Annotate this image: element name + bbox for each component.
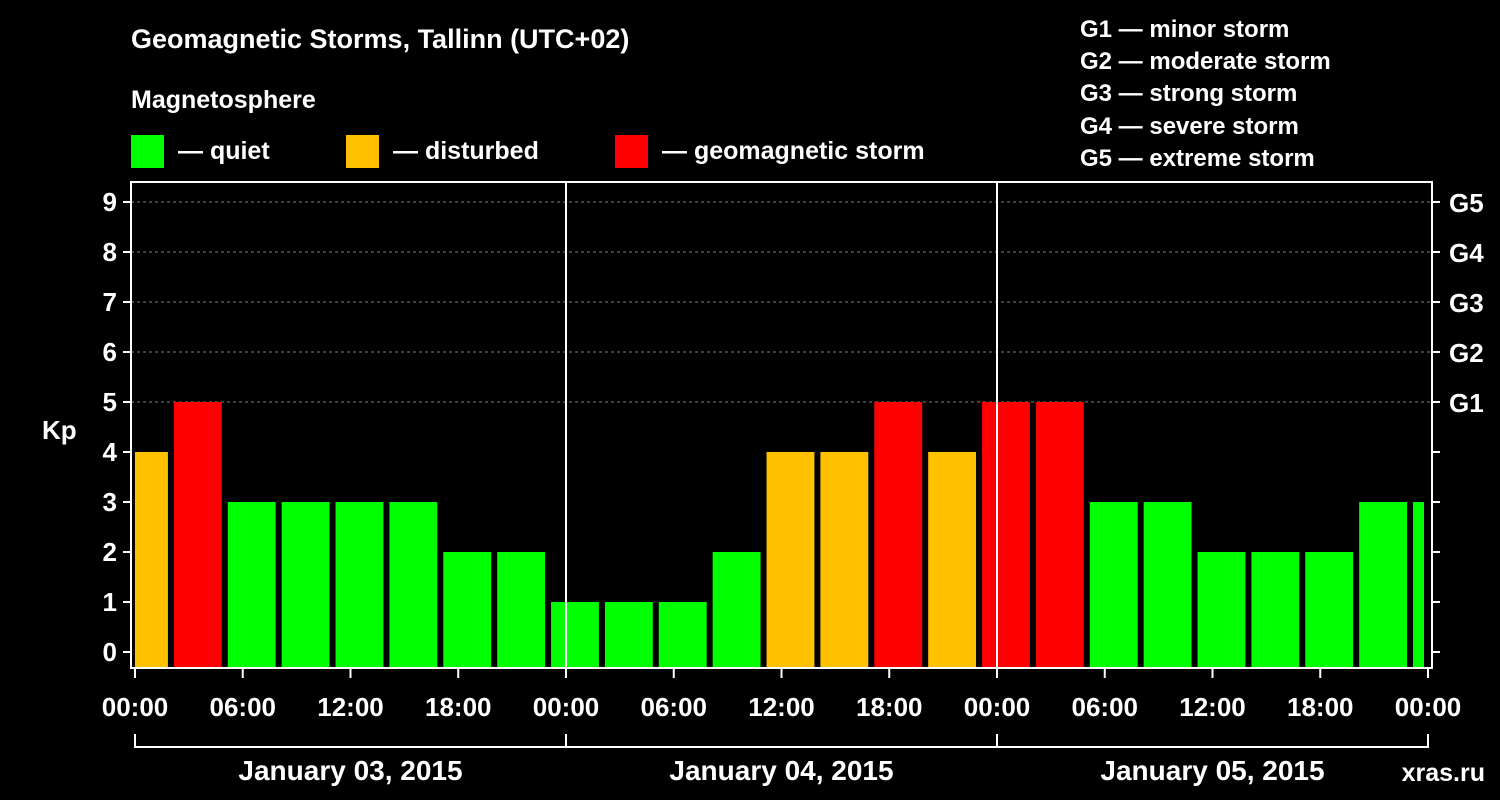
bar-11 <box>712 552 761 668</box>
x-tick-label-10: 12:00 <box>1179 692 1246 722</box>
bar-6 <box>443 552 492 668</box>
bar-8 <box>551 602 599 668</box>
bar-19 <box>1143 502 1192 668</box>
day-label-2: January 05, 2015 <box>1100 755 1324 786</box>
bar-17 <box>1035 402 1084 668</box>
y-tick-label-9: 9 <box>103 187 117 217</box>
x-tick-label-11: 18:00 <box>1287 692 1354 722</box>
bar-9 <box>604 602 653 668</box>
x-tick-label-7: 18:00 <box>856 692 923 722</box>
bar-1 <box>173 402 222 668</box>
right-axis-label-G2: G2 <box>1449 338 1484 368</box>
y-tick-label-6: 6 <box>103 337 117 367</box>
legend-item-storm: — geomagnetic storm <box>615 134 925 168</box>
bar-13 <box>820 452 869 668</box>
bar-23 <box>1359 502 1408 668</box>
y-tick-label-4: 4 <box>103 437 118 467</box>
legend-swatch-quiet <box>131 134 164 168</box>
bar-16 <box>982 402 1030 668</box>
x-tick-label-5: 06:00 <box>641 692 708 722</box>
y-axis-label: Kp <box>42 415 77 445</box>
y-tick-label-3: 3 <box>103 487 117 517</box>
x-tick-label-0: 00:00 <box>102 692 169 722</box>
right-axis-label-G3: G3 <box>1449 288 1484 318</box>
g-scale-item-g1: G1 — minor storm <box>1080 16 1290 43</box>
bar-10 <box>658 602 707 668</box>
g-scale-item-g3: G3 — strong storm <box>1080 80 1298 108</box>
y-tick-label-2: 2 <box>103 537 117 567</box>
g-scale-item-g4: G4 — severe storm <box>1080 112 1299 140</box>
g-scale-item-g2: G2 — moderate storm <box>1080 48 1331 76</box>
legend-subtitle: Magnetosphere <box>131 86 316 114</box>
right-axis-label-G1: G1 <box>1449 388 1484 418</box>
legend-swatch-storm <box>615 134 648 168</box>
x-tick-label-3: 18:00 <box>425 692 492 722</box>
y-tick-label-8: 8 <box>103 237 117 267</box>
bar-12 <box>766 452 815 668</box>
x-tick-label-9: 06:00 <box>1072 692 1139 722</box>
legend-item-quiet: — quiet <box>131 134 270 168</box>
bar-0 <box>135 452 168 668</box>
legend-swatch-disturbed <box>346 134 379 168</box>
bar-3 <box>281 502 330 668</box>
bar-22 <box>1305 552 1354 668</box>
bar-2 <box>227 502 276 668</box>
x-tick-label-2: 12:00 <box>317 692 384 722</box>
legend-label-storm: — geomagnetic storm <box>662 136 925 165</box>
bar-15 <box>928 452 977 668</box>
bar-14 <box>874 402 923 668</box>
bar-4 <box>335 502 384 668</box>
y-tick-label-1: 1 <box>103 587 117 617</box>
x-tick-label-6: 12:00 <box>748 692 815 722</box>
x-tick-label-8: 00:00 <box>964 692 1031 722</box>
legend-item-disturbed: — disturbed <box>346 134 539 168</box>
y-tick-label-0: 0 <box>103 637 117 667</box>
day-label-1: January 04, 2015 <box>669 755 893 786</box>
bar-20 <box>1197 552 1246 668</box>
x-tick-label-4: 00:00 <box>533 692 600 722</box>
watermark: xras.ru <box>1402 759 1485 787</box>
g-scale-legend: G1 — minor storm G2 — moderate storm G3 … <box>1080 14 1331 175</box>
g-scale-item-g5: G5 — extreme storm <box>1080 144 1315 172</box>
bar-18 <box>1089 502 1138 668</box>
y-tick-label-7: 7 <box>103 287 117 317</box>
right-axis-label-G5: G5 <box>1449 188 1484 218</box>
legend-label-quiet: — quiet <box>178 136 270 165</box>
right-axis-label-G4: G4 <box>1449 238 1484 268</box>
x-tick-label-1: 06:00 <box>210 692 277 722</box>
day-label-0: January 03, 2015 <box>238 755 462 786</box>
bar-24 <box>1413 502 1424 668</box>
y-tick-label-5: 5 <box>103 387 117 417</box>
x-tick-label-12: 00:00 <box>1395 692 1462 722</box>
chart-title: Geomagnetic Storms, Tallinn (UTC+02) <box>131 24 630 54</box>
bar-5 <box>389 502 438 668</box>
bar-7 <box>497 552 546 668</box>
legend-label-disturbed: — disturbed <box>393 136 539 165</box>
bar-21 <box>1251 552 1300 668</box>
